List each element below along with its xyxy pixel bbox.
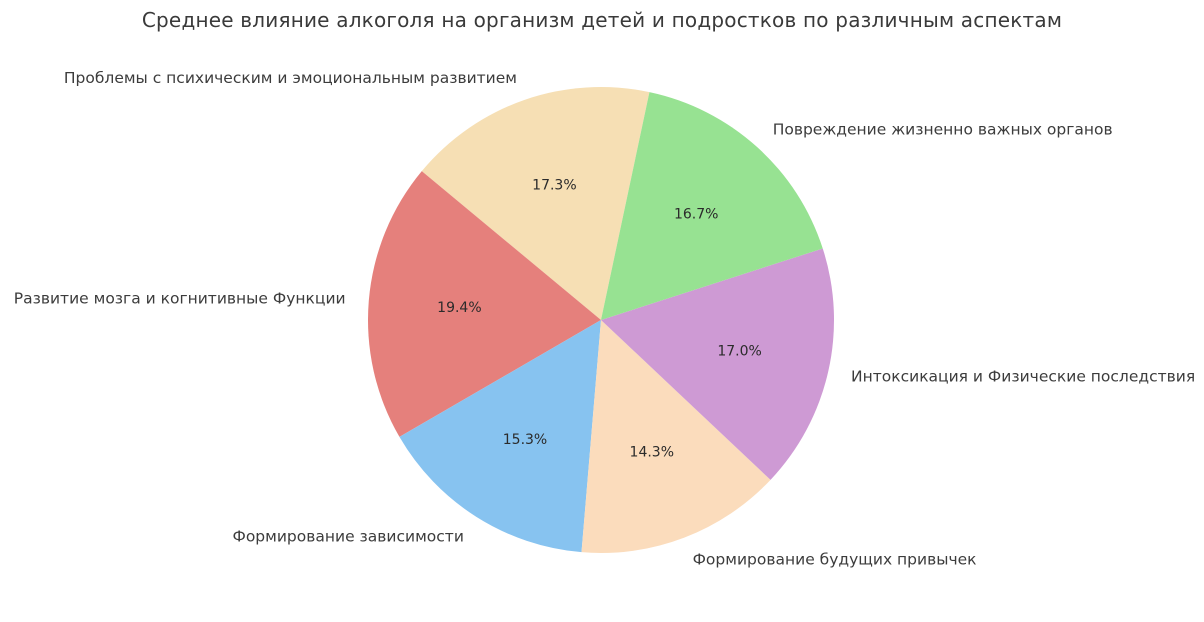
pie-percent-label-1: 19.4%: [437, 300, 481, 316]
chart-title: Среднее влияние алкоголя на организм дет…: [141, 8, 1063, 32]
pie-percent-label-2: 15.3%: [503, 432, 547, 448]
pie-slice-2: [399, 320, 601, 553]
pie-category-label-1: Развитие мозга и когнитивные Функции: [14, 290, 346, 308]
pie-slice-3: [581, 320, 771, 553]
pie-category-label-4: Интоксикация и Физические последствия: [851, 367, 1195, 385]
pie-slice-1: [367, 171, 601, 437]
pie-category-label-5: Повреждение жизненно важных органов: [773, 121, 1113, 139]
pie-percent-label-4: 17.0%: [717, 343, 761, 359]
pie-slice-0: [421, 86, 650, 320]
pie-percent-label-5: 16.7%: [674, 207, 718, 223]
pie-category-label-3: Формирование будущих привычек: [693, 550, 977, 568]
pie-category-label-2: Формирование зависимости: [232, 528, 463, 546]
pie-slice-5: [601, 92, 823, 320]
pie-slice-4: [601, 248, 835, 480]
pie-percent-label-0: 17.3%: [532, 178, 576, 194]
pie-percent-label-3: 14.3%: [630, 445, 674, 461]
pie-category-label-0: Проблемы с психическим и эмоциональным р…: [64, 69, 517, 87]
